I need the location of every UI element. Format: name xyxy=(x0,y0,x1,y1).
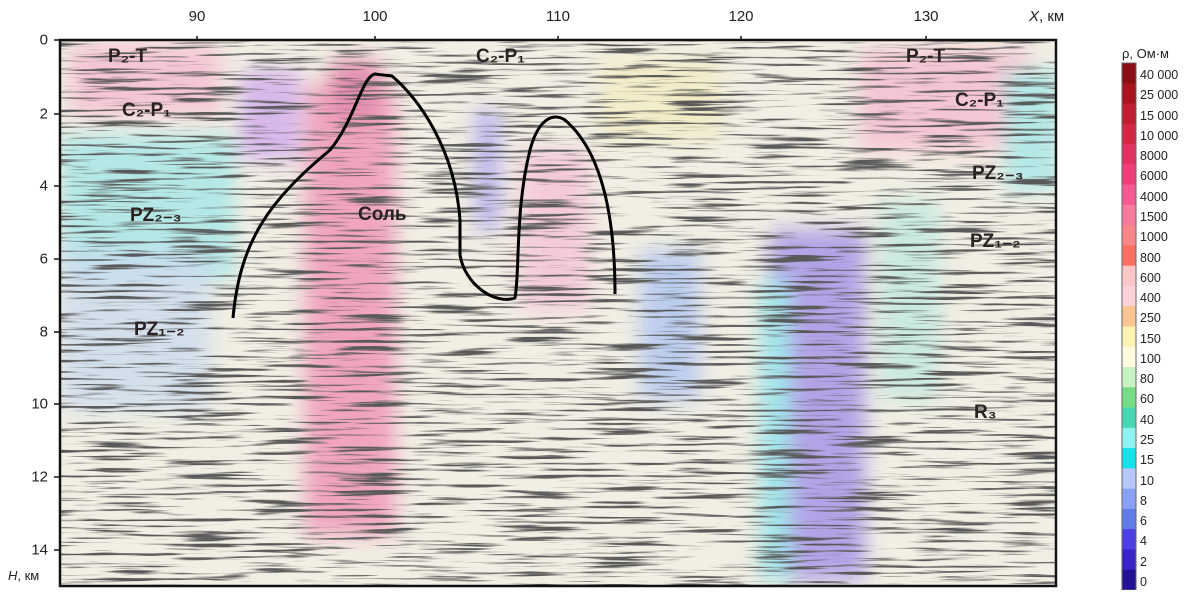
colorbar-tick-label: 25 xyxy=(1140,432,1154,447)
colorbar-swatch xyxy=(1122,448,1136,469)
colorbar-swatch xyxy=(1122,245,1136,267)
colorbar-tick-label: 4 xyxy=(1140,534,1147,549)
colorbar-swatch xyxy=(1122,83,1136,105)
colorbar-tick-label: 4000 xyxy=(1140,189,1168,204)
colorbar-tick-label: 60 xyxy=(1140,392,1154,407)
colorbar-swatch xyxy=(1122,508,1136,530)
y-tick-label: 6 xyxy=(39,250,48,268)
label-c2-p1-top: C₂-P₁ xyxy=(476,46,526,67)
colorbar-tick-label: 100 xyxy=(1140,351,1161,366)
colorbar-swatch xyxy=(1122,225,1136,246)
y-tick-label: 4 xyxy=(39,177,48,195)
label-c2-p1-left: C₂-P₁ xyxy=(122,100,172,121)
colorbar-swatch xyxy=(1122,427,1136,449)
y-axis-title: H, км xyxy=(8,568,40,583)
label-r3: R₃ xyxy=(974,402,997,423)
x-axis-title: X, км xyxy=(1029,8,1065,25)
colorbar-tick-label: 400 xyxy=(1140,291,1161,306)
colorbar-tick-label: 1500 xyxy=(1140,210,1168,225)
colorbar-swatch xyxy=(1122,529,1136,550)
colorbar-tick-label: 800 xyxy=(1140,250,1161,265)
colorbar-tick-label: 10 000 xyxy=(1140,128,1179,143)
colorbar-swatch xyxy=(1122,367,1136,388)
colorbar-tick-label: 2 xyxy=(1140,554,1147,569)
colorbar-tick-label: 40 000 xyxy=(1140,68,1179,83)
x-tick-label: 130 xyxy=(913,8,939,25)
x-tick-label: 90 xyxy=(188,8,206,25)
colorbar-tick-label: 600 xyxy=(1140,270,1161,285)
colorbar-swatch xyxy=(1122,204,1136,226)
label-pz2-3-right: PZ₂₋₃ xyxy=(972,163,1024,184)
colorbar-swatch xyxy=(1122,326,1136,348)
colorbar-tick-label: 6000 xyxy=(1140,169,1168,184)
colorbar-swatch xyxy=(1122,549,1136,571)
colorbar-swatch xyxy=(1122,387,1136,409)
colorbar-tick-label: 250 xyxy=(1140,311,1161,326)
colorbar-tick-label: 10 xyxy=(1140,473,1154,488)
colorbar-swatch xyxy=(1122,63,1136,84)
label-salt: Соль xyxy=(358,204,407,225)
y-ticks xyxy=(54,39,60,551)
label-c2-p1-right: C₂-P₁ xyxy=(955,90,1005,111)
colorbar-swatch xyxy=(1122,144,1136,165)
colorbar-swatch xyxy=(1122,184,1136,206)
colorbar-tick-label: 15 xyxy=(1140,453,1154,468)
x-ticks xyxy=(196,36,927,40)
colorbar-swatch xyxy=(1122,569,1136,591)
seismic-texture xyxy=(60,40,1056,586)
colorbar-tick-label: 6 xyxy=(1140,514,1147,529)
y-tick-label: 2 xyxy=(39,105,48,123)
colorbar-swatch xyxy=(1122,285,1136,307)
y-tick-label: 14 xyxy=(31,541,48,559)
colorbar xyxy=(1121,62,1137,591)
colorbar-swatch xyxy=(1122,468,1136,490)
colorbar-tick-label: 150 xyxy=(1140,331,1161,346)
colorbar-tick-label: 1000 xyxy=(1140,230,1168,245)
colorbar-tick-label: 15 000 xyxy=(1140,108,1179,123)
colorbar-tick-label: 8 xyxy=(1140,493,1147,508)
x-tick-label: 110 xyxy=(546,8,570,25)
y-tick-label: 12 xyxy=(31,468,48,486)
colorbar-swatch xyxy=(1122,103,1136,125)
colorbar-swatch xyxy=(1122,488,1136,510)
colorbar-title: ρ, Ом·м xyxy=(1122,46,1169,61)
colorbar-tick-label: 40 xyxy=(1140,412,1154,427)
colorbar-swatch xyxy=(1122,407,1136,429)
y-tick-label: 8 xyxy=(39,323,48,341)
salt-contour-line xyxy=(231,72,617,319)
x-tick-label: 100 xyxy=(362,8,388,25)
colorbar-tick-label: 80 xyxy=(1140,372,1154,387)
colorbar-swatch xyxy=(1122,346,1136,368)
x-tick-label: 120 xyxy=(728,8,754,25)
colorbar-tick-label: 25 000 xyxy=(1140,88,1179,103)
colorbar-swatch xyxy=(1122,306,1136,327)
colorbar-swatch xyxy=(1122,123,1136,145)
y-tick-label: 10 xyxy=(31,395,48,413)
label-pz1-2-left: PZ₁₋₂ xyxy=(134,319,185,340)
colorbar-swatch xyxy=(1122,265,1136,287)
label-pz2-3-left: PZ₂₋₃ xyxy=(130,205,182,226)
label-p2-t-right: P₂-T xyxy=(906,46,946,67)
label-pz1-2-right: PZ₁₋₂ xyxy=(970,231,1021,252)
colorbar-tick-label: 0 xyxy=(1140,574,1147,589)
colorbar-tick-label: 8000 xyxy=(1140,149,1168,164)
y-tick-label: 0 xyxy=(39,31,48,49)
colorbar-swatch xyxy=(1122,164,1136,186)
label-p2-t-left: P₂-T xyxy=(108,46,148,67)
